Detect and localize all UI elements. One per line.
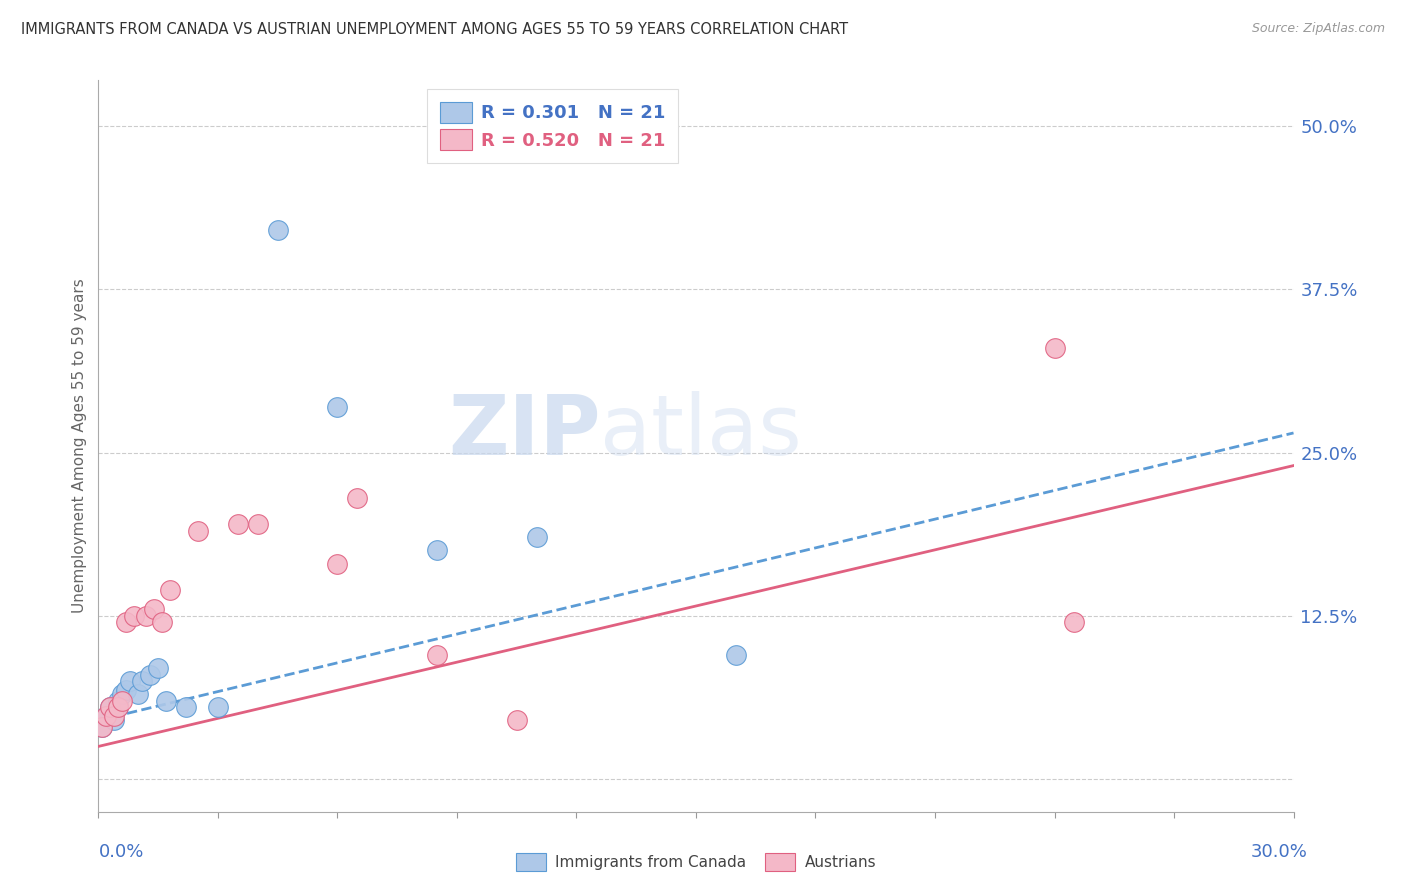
Point [131, 674, 153, 689]
Point [139, 667, 162, 681]
Point [135, 608, 157, 623]
Point [326, 557, 349, 571]
Point [107, 700, 129, 714]
Point [91, 720, 114, 734]
Point [1063, 615, 1085, 630]
Point [100, 700, 122, 714]
Point [115, 615, 138, 630]
Point [107, 694, 129, 708]
Text: ZIP: ZIP [449, 391, 600, 472]
Point [115, 683, 138, 698]
Point [226, 517, 249, 532]
Point [207, 700, 229, 714]
Legend: Immigrants from Canada, Austrians: Immigrants from Canada, Austrians [509, 847, 883, 877]
Point [148, 661, 170, 675]
Point [91, 720, 114, 734]
Point [326, 400, 349, 414]
Point [526, 530, 548, 544]
Point [120, 674, 142, 689]
Point [143, 602, 166, 616]
Point [187, 524, 209, 538]
Point [159, 582, 181, 597]
Point [267, 223, 290, 237]
Point [150, 615, 173, 630]
Point [96, 709, 118, 723]
Point [107, 700, 129, 714]
Point [155, 694, 177, 708]
Point [246, 517, 269, 532]
Point [426, 543, 449, 558]
Point [111, 694, 134, 708]
Point [103, 709, 125, 723]
Point [174, 700, 197, 714]
Text: Source: ZipAtlas.com: Source: ZipAtlas.com [1251, 22, 1385, 36]
Text: 30.0%: 30.0% [1251, 843, 1308, 861]
Y-axis label: Unemployment Among Ages 55 to 59 years: Unemployment Among Ages 55 to 59 years [72, 278, 87, 614]
Point [103, 714, 125, 728]
Point [506, 714, 529, 728]
Point [111, 687, 134, 701]
Point [724, 648, 747, 662]
Point [124, 608, 146, 623]
Point [426, 648, 449, 662]
Text: IMMIGRANTS FROM CANADA VS AUSTRIAN UNEMPLOYMENT AMONG AGES 55 TO 59 YEARS CORREL: IMMIGRANTS FROM CANADA VS AUSTRIAN UNEMP… [21, 22, 848, 37]
Point [127, 687, 149, 701]
Text: atlas: atlas [600, 391, 801, 472]
Point [96, 709, 118, 723]
Point [1043, 341, 1066, 355]
Text: 0.0%: 0.0% [98, 843, 143, 861]
Point [346, 491, 368, 506]
Point [100, 700, 122, 714]
